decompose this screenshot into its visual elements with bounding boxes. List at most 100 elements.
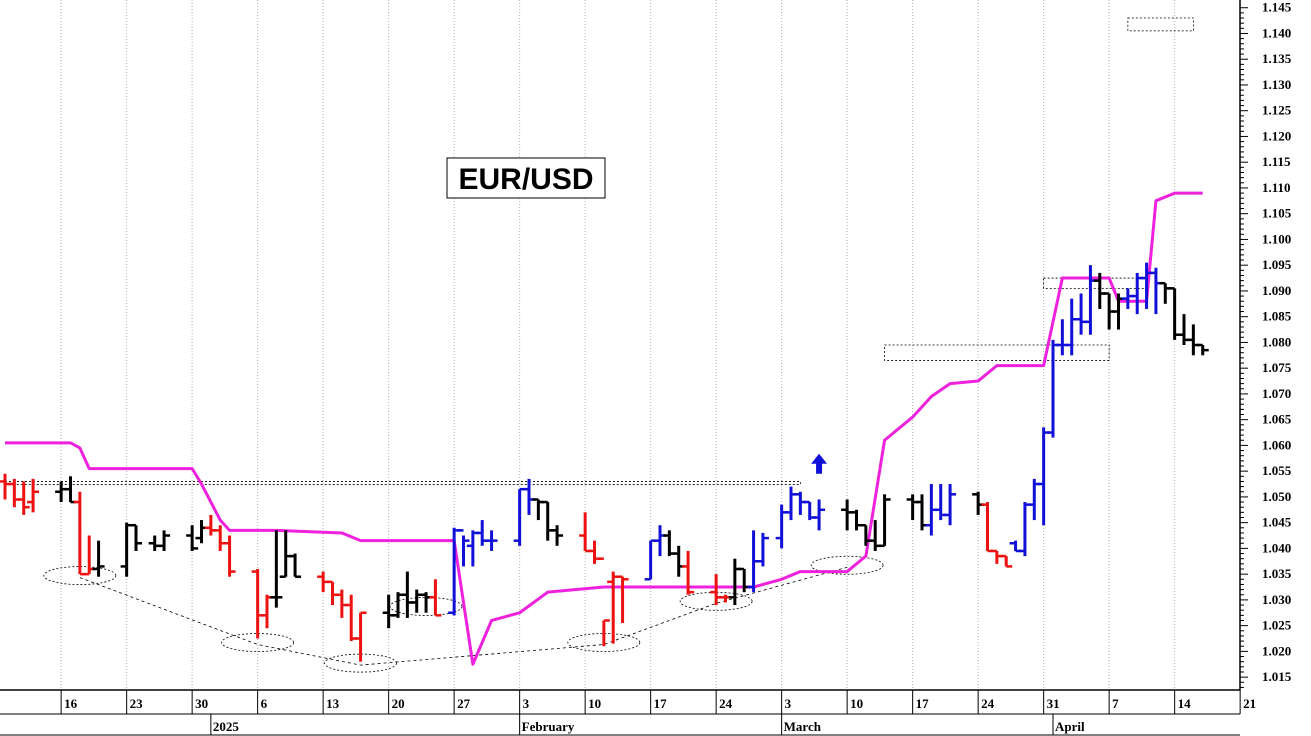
x-day-label: 27 bbox=[457, 696, 471, 711]
y-tick-label: 1.125 bbox=[1262, 103, 1292, 118]
ohlc-bar bbox=[457, 529, 470, 567]
ohlc-bar bbox=[420, 592, 433, 613]
y-tick-label: 1.040 bbox=[1262, 540, 1291, 555]
ohlc-bar bbox=[476, 520, 489, 546]
ohlc-bar bbox=[672, 545, 685, 577]
x-day-label: 17 bbox=[654, 696, 668, 711]
ohlc-bar bbox=[1121, 288, 1134, 309]
pivot-ellipse bbox=[43, 566, 117, 585]
ohlc-bar bbox=[73, 491, 86, 576]
ohlc-bar bbox=[204, 514, 217, 536]
x-day-label: 3 bbox=[785, 696, 792, 711]
y-tick-label: 1.120 bbox=[1262, 128, 1291, 143]
ohlc-bar bbox=[1056, 319, 1069, 356]
y-tick-label: 1.015 bbox=[1262, 669, 1292, 684]
resistance-box bbox=[1127, 17, 1194, 32]
y-tick-label: 1.070 bbox=[1262, 386, 1291, 401]
ohlc-bar bbox=[654, 525, 666, 557]
y-tick-label: 1.055 bbox=[1262, 463, 1292, 478]
resistance-box bbox=[4, 481, 801, 485]
ohlc-bar bbox=[148, 535, 161, 551]
ohlc-bar bbox=[354, 611, 367, 662]
ohlc-bar bbox=[64, 476, 77, 504]
ohlc-bar bbox=[1047, 339, 1059, 438]
ohlc-bar bbox=[120, 522, 133, 577]
stop-line bbox=[5, 191, 1203, 666]
ohlc-bar bbox=[944, 484, 957, 526]
ohlc-bar bbox=[0, 473, 11, 500]
ohlc-bar bbox=[17, 481, 30, 515]
buy-signal-arrow bbox=[811, 453, 828, 474]
ohlc-bar bbox=[607, 571, 620, 644]
ohlc-bar bbox=[981, 502, 994, 553]
pivot-ellipse bbox=[324, 653, 397, 673]
ohlc-bar bbox=[878, 494, 891, 548]
ohlc-bar bbox=[1084, 265, 1097, 335]
y-tick-label: 1.100 bbox=[1262, 231, 1291, 246]
y-tick-label: 1.050 bbox=[1262, 489, 1291, 504]
annotation-layer bbox=[4, 17, 1194, 673]
x-day-label: 21 bbox=[1243, 696, 1256, 711]
y-tick-label: 1.065 bbox=[1262, 412, 1292, 427]
y-tick-label: 1.130 bbox=[1262, 77, 1291, 92]
x-period-label: April bbox=[1055, 719, 1085, 734]
ohlc-bar bbox=[223, 535, 236, 577]
ohlc-bar bbox=[186, 525, 199, 551]
ohlc-bar bbox=[429, 579, 442, 617]
x-period-label: February bbox=[522, 719, 575, 734]
ohlc-bar bbox=[616, 575, 629, 624]
x-day-label: 14 bbox=[1178, 696, 1192, 711]
x-day-label: 10 bbox=[850, 696, 863, 711]
x-day-label: 6 bbox=[261, 696, 268, 711]
ohlc-bar bbox=[841, 499, 854, 531]
x-day-label: 10 bbox=[588, 696, 601, 711]
ohlc-bar bbox=[8, 478, 21, 508]
y-tick-label: 1.060 bbox=[1262, 437, 1291, 452]
ohlc-bar bbox=[728, 558, 741, 606]
x-day-label: 3 bbox=[523, 696, 530, 711]
chart-title: EUR/USD bbox=[458, 163, 593, 196]
x-period-label: 2025 bbox=[213, 719, 240, 734]
x-day-label: 13 bbox=[326, 696, 340, 711]
ohlc-bar bbox=[588, 540, 601, 564]
y-tick-label: 1.145 bbox=[1262, 0, 1292, 15]
ohlc-bar bbox=[261, 594, 273, 629]
ohlc-bar bbox=[906, 494, 919, 521]
ohlc-bar bbox=[813, 499, 826, 531]
ohlc-bar bbox=[794, 491, 807, 515]
y-tick-label: 1.020 bbox=[1262, 643, 1291, 658]
ohlc-bar bbox=[345, 594, 358, 642]
ohlc-bar bbox=[382, 594, 395, 629]
ohlc-bar bbox=[1018, 502, 1031, 557]
stop-line-layer bbox=[5, 191, 1203, 666]
ohlc-bar bbox=[335, 589, 348, 618]
y-tick-label: 1.085 bbox=[1262, 309, 1292, 324]
x-day-label: 30 bbox=[195, 696, 208, 711]
x-day-label: 23 bbox=[130, 696, 144, 711]
ohlc-bar bbox=[644, 539, 657, 581]
chart-title-box: EUR/USD bbox=[446, 157, 606, 199]
pivot-ellipse bbox=[221, 633, 295, 652]
ohlc-bar bbox=[710, 574, 723, 606]
ohlc-bar bbox=[485, 530, 498, 551]
ohlc-bar bbox=[990, 549, 1003, 564]
y-tick-label: 1.075 bbox=[1262, 360, 1292, 375]
y-tick-label: 1.110 bbox=[1262, 180, 1291, 195]
ohlc-bar bbox=[579, 512, 592, 553]
y-tick-label: 1.095 bbox=[1262, 257, 1292, 272]
ohlc-bar bbox=[1009, 540, 1022, 553]
x-day-label: 24 bbox=[719, 696, 733, 711]
ohlc-bar bbox=[130, 523, 142, 551]
ohlc-bar bbox=[251, 568, 264, 639]
x-day-label: 16 bbox=[64, 696, 78, 711]
ohlc-bar bbox=[551, 525, 564, 546]
ohlc-bar bbox=[27, 478, 40, 513]
y-tick-label: 1.080 bbox=[1262, 334, 1291, 349]
y-tick-label: 1.030 bbox=[1262, 592, 1291, 607]
ohlc-bar bbox=[1075, 293, 1088, 335]
ohlc-bars-layer bbox=[0, 262, 1209, 662]
ohlc-bar bbox=[195, 520, 208, 544]
y-tick-label: 1.035 bbox=[1262, 566, 1292, 581]
